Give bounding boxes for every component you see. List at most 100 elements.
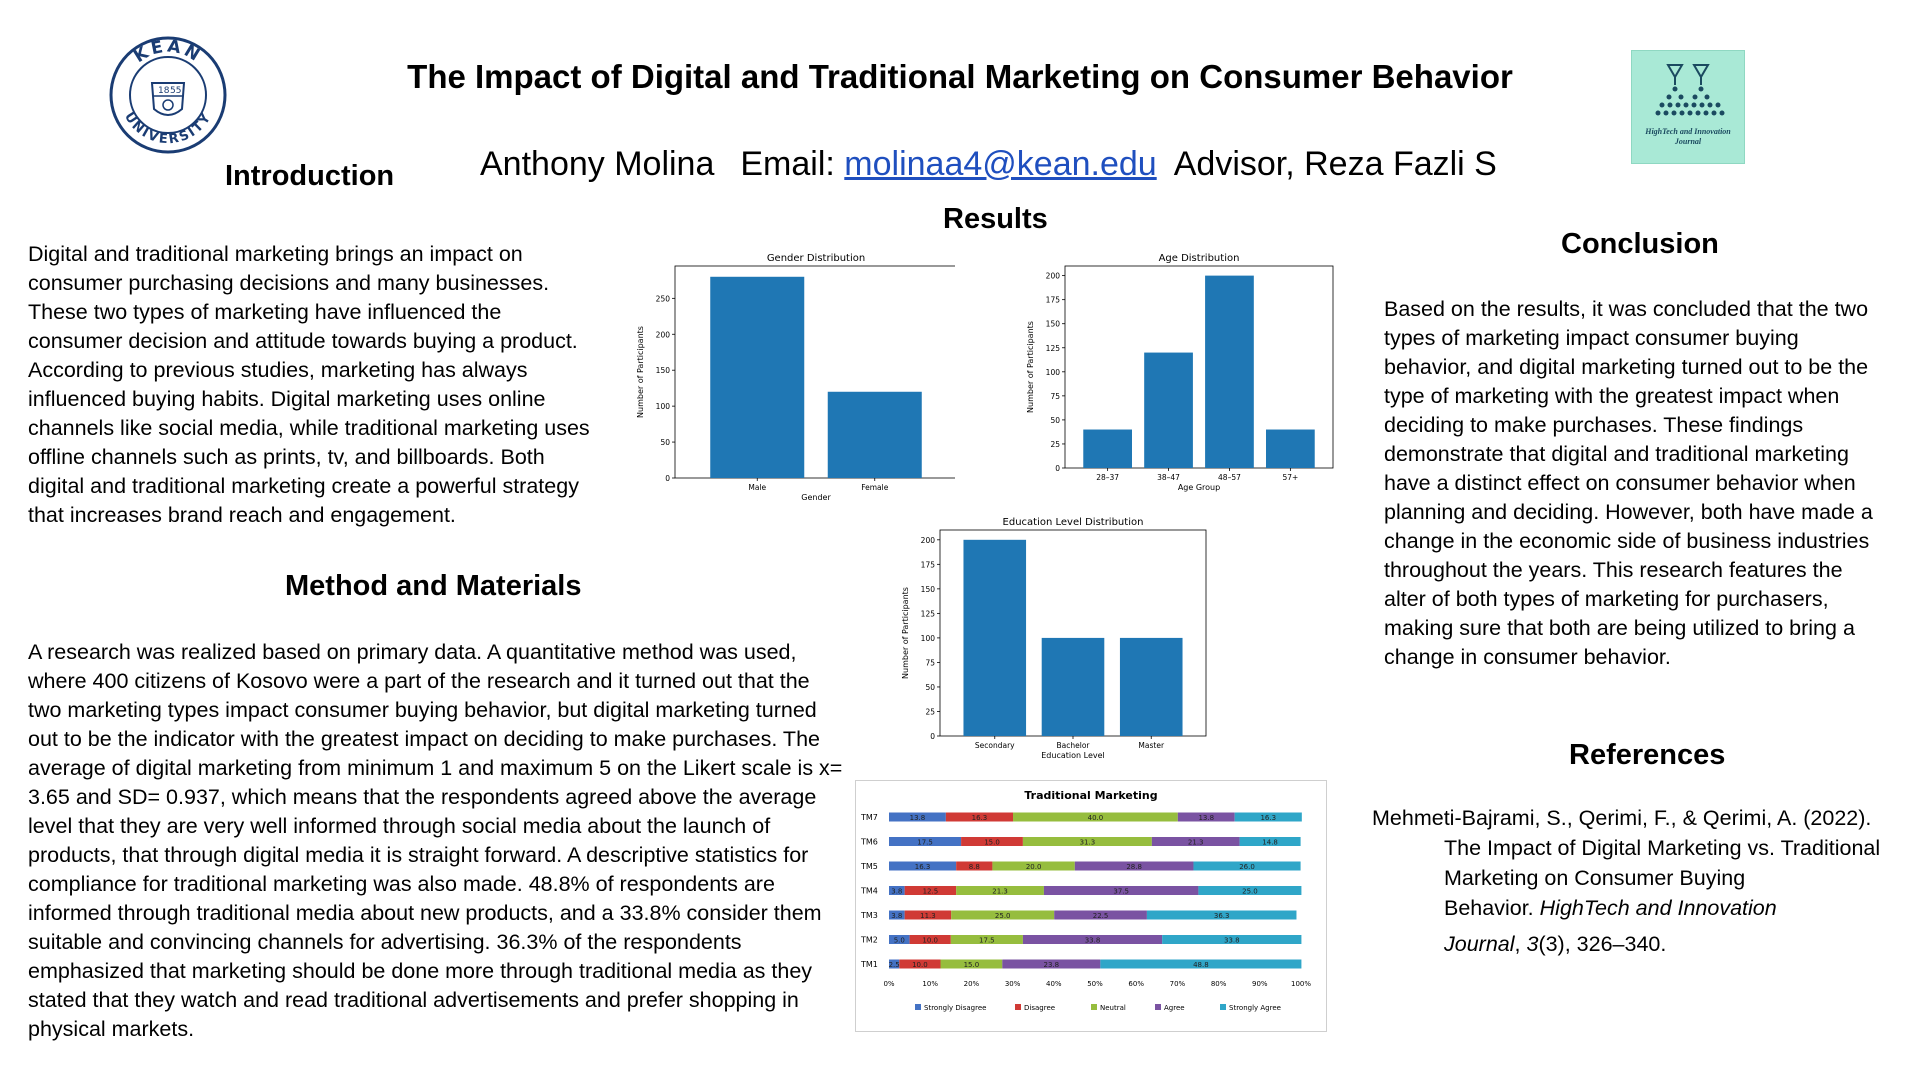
segment-value: 28.8 bbox=[1126, 863, 1142, 871]
segment-value: 14.8 bbox=[1262, 839, 1278, 847]
y-tick-label: 150 bbox=[656, 366, 671, 375]
segment-value: 22.5 bbox=[1093, 912, 1109, 920]
bar-48–57 bbox=[1205, 275, 1254, 468]
segment-value: 26.0 bbox=[1239, 863, 1255, 871]
segment-strongly-agree bbox=[1100, 959, 1302, 969]
logo-year-b: 55 bbox=[170, 86, 181, 96]
segment-strongly-disagree bbox=[889, 959, 900, 969]
email-link[interactable]: molinaa4@kean.edu bbox=[844, 145, 1157, 183]
segment-neutral bbox=[992, 861, 1075, 871]
x-tick-label: 70% bbox=[1170, 980, 1186, 988]
segment-neutral bbox=[950, 935, 1023, 944]
x-tick-label: Secondary bbox=[975, 741, 1015, 750]
y-tick-label: 25 bbox=[925, 707, 935, 716]
bar-Female bbox=[827, 391, 922, 478]
segment-value: 13.8 bbox=[910, 814, 926, 822]
row-label: TM6 bbox=[860, 838, 878, 847]
segment-strongly-agree bbox=[1234, 812, 1302, 822]
row-label: TM7 bbox=[860, 813, 878, 822]
poster-title: The Impact of Digital and Traditional Ma… bbox=[407, 58, 1513, 95]
x-tick-label: 100% bbox=[1291, 980, 1311, 988]
y-tick-label: 75 bbox=[925, 658, 935, 667]
segment-value: 11.3 bbox=[920, 912, 936, 920]
legend-label: Strongly Disagree bbox=[924, 1004, 986, 1012]
reference-behavior: Behavior. bbox=[1444, 896, 1534, 920]
segment-value: 48.8 bbox=[1193, 961, 1209, 969]
author-line: Anthony Molina Email: molinaa4@kean.edu A… bbox=[480, 145, 1497, 184]
bar-28–37 bbox=[1083, 429, 1132, 468]
x-tick-label: Master bbox=[1138, 741, 1165, 750]
segment-strongly-agree bbox=[1162, 935, 1302, 944]
y-axis-label: Number of Participants bbox=[901, 587, 910, 679]
y-tick-label: 50 bbox=[925, 683, 935, 692]
y-tick-label: 150 bbox=[921, 585, 936, 594]
y-tick-label: 100 bbox=[921, 634, 936, 643]
x-tick-label: 0% bbox=[883, 980, 894, 988]
y-tick-label: 0 bbox=[930, 732, 935, 741]
email-label: Email: bbox=[740, 145, 835, 183]
segment-agree bbox=[1054, 910, 1147, 920]
segment-value: 21.3 bbox=[992, 888, 1008, 896]
chart-title: Gender Distribution bbox=[767, 253, 865, 264]
y-tick-label: 75 bbox=[1050, 392, 1060, 401]
segment-disagree bbox=[904, 886, 957, 895]
segment-strongly-agree bbox=[1146, 910, 1297, 920]
methods-text: A research was realized based on primary… bbox=[28, 640, 843, 1041]
legend-swatch bbox=[1220, 1004, 1226, 1010]
segment-strongly-disagree bbox=[889, 861, 957, 871]
chart-title: Traditional Marketing bbox=[1024, 789, 1157, 802]
y-tick-label: 250 bbox=[656, 294, 671, 303]
segment-value: 2.5 bbox=[889, 961, 900, 969]
segment-value: 3.8 bbox=[891, 912, 902, 920]
segment-disagree bbox=[904, 910, 952, 920]
segment-strongly-disagree bbox=[889, 910, 905, 920]
segment-strongly-agree bbox=[1198, 886, 1302, 895]
legend-label: Neutral bbox=[1100, 1004, 1126, 1012]
y-tick-label: 50 bbox=[1050, 416, 1060, 425]
segment-disagree bbox=[945, 812, 1014, 822]
results-heading: Results bbox=[943, 203, 1048, 235]
x-tick-label: 90% bbox=[1252, 980, 1268, 988]
segment-value: 21.3 bbox=[1188, 839, 1204, 847]
traditional-marketing-chart: Traditional Marketing TM7 13.8 16.3 40.0 13.8… bbox=[855, 780, 1327, 1032]
segment-value: 23.8 bbox=[1044, 961, 1060, 969]
segment-value: 3.8 bbox=[891, 888, 902, 896]
conclusion-text: Based on the results, it was concluded t… bbox=[1384, 297, 1873, 669]
reference-entry: Mehmeti-Bajrami, S., Qerimi, F., & Qerim… bbox=[1372, 803, 1912, 959]
segment-neutral bbox=[1022, 837, 1152, 846]
segment-neutral bbox=[1013, 812, 1178, 822]
segment-agree bbox=[1177, 812, 1235, 822]
x-tick-label: 40% bbox=[1046, 980, 1062, 988]
segment-strongly-disagree bbox=[889, 812, 946, 822]
introduction-heading: Introduction bbox=[225, 160, 395, 192]
x-axis-label: Gender bbox=[801, 493, 831, 502]
bar-57+ bbox=[1266, 429, 1315, 468]
reference-journal-b: Journal bbox=[1444, 932, 1515, 956]
y-tick-label: 0 bbox=[665, 474, 670, 483]
segment-agree bbox=[1022, 935, 1163, 944]
segment-strongly-agree bbox=[1239, 837, 1301, 846]
row-label: TM2 bbox=[860, 936, 878, 945]
segment-value: 17.5 bbox=[979, 937, 995, 945]
introduction-text: Digital and traditional marketing brings… bbox=[28, 242, 590, 527]
x-tick-label: 50% bbox=[1087, 980, 1103, 988]
y-tick-label: 100 bbox=[656, 402, 671, 411]
segment-strongly-disagree bbox=[889, 935, 910, 944]
y-tick-label: 125 bbox=[921, 609, 936, 618]
y-tick-label: 175 bbox=[1046, 296, 1061, 305]
segment-agree bbox=[1002, 959, 1101, 969]
y-tick-label: 200 bbox=[921, 536, 936, 545]
x-tick-label: 48–57 bbox=[1218, 473, 1241, 482]
segment-value: 33.8 bbox=[1085, 937, 1101, 945]
x-tick-label: 80% bbox=[1211, 980, 1227, 988]
row-label: TM4 bbox=[860, 887, 878, 896]
y-tick-label: 200 bbox=[1046, 272, 1061, 281]
reference-pages: (3), 326–340. bbox=[1538, 932, 1667, 956]
hightech-journal-logo: HighTech and Innovation Journal bbox=[1631, 50, 1745, 164]
x-axis-label: Education Level bbox=[1041, 751, 1105, 760]
segment-neutral bbox=[940, 959, 1003, 969]
segment-strongly-disagree bbox=[889, 837, 962, 846]
segment-value: 16.3 bbox=[1260, 814, 1276, 822]
segment-value: 10.0 bbox=[912, 961, 928, 969]
reference-line-2: The Impact of Digital Marketing vs. Trad… bbox=[1444, 836, 1881, 860]
